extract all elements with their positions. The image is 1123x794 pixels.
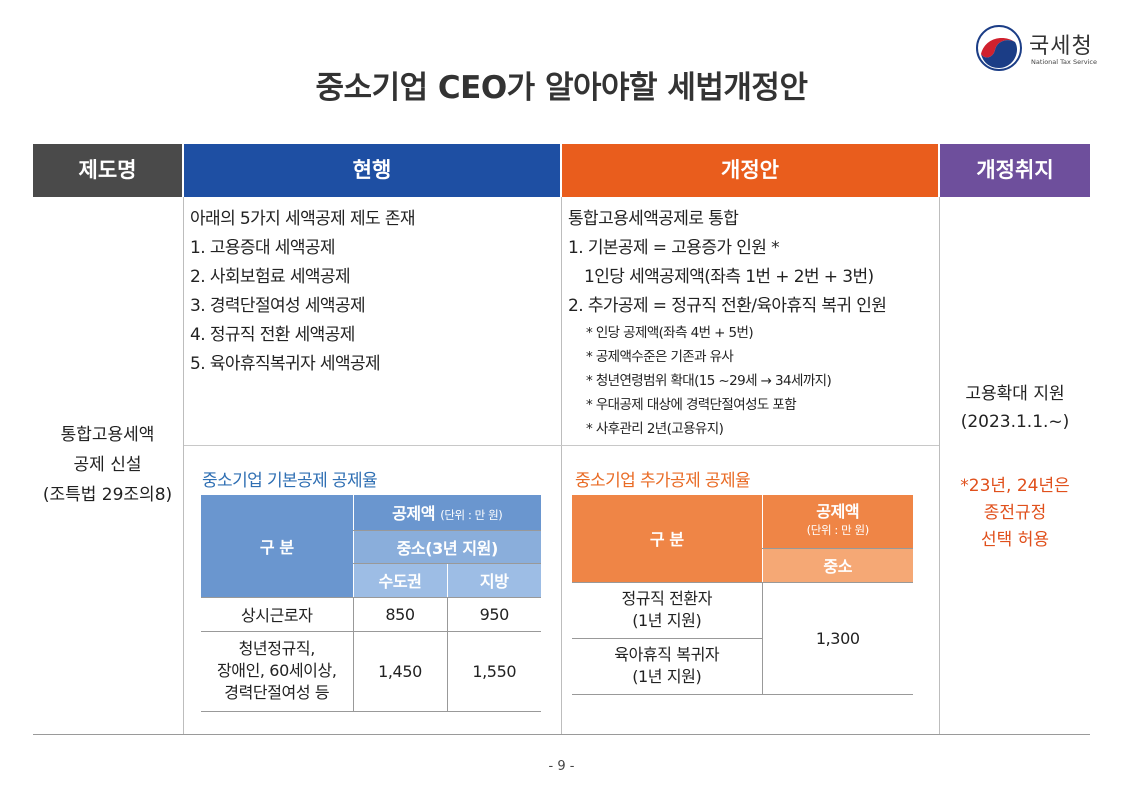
header-purpose: 개정취지 bbox=[940, 144, 1090, 197]
amount-label: 공제액 bbox=[392, 504, 436, 524]
row-label-line: 육아휴직 복귀자 bbox=[614, 645, 720, 664]
system-name-line: (조특법 29조의8) bbox=[42, 485, 173, 505]
list-item: 5. 육아휴직복귀자 세액공제 bbox=[190, 354, 381, 374]
purpose-line: 고용확대 지원 bbox=[965, 384, 1065, 404]
system-name: 통합고용세액 공제 신설 (조특법 29조의8) bbox=[33, 420, 182, 510]
section-divider bbox=[184, 445, 939, 446]
table-row: 상시근로자 850 950 bbox=[201, 597, 541, 632]
list-item: 3. 경력단절여성 세액공제 bbox=[190, 296, 366, 316]
row-label-line: (1년 지원) bbox=[632, 611, 702, 630]
list-item: 1. 고용증대 세액공제 bbox=[190, 238, 336, 258]
current-items: 아래의 5가지 세액공제 제도 존재 1. 고용증대 세액공제 2. 사회보험료… bbox=[190, 205, 416, 379]
system-name-line: 통합고용세액 bbox=[60, 425, 155, 445]
row-label: 정규직 전환자 (1년 지원) bbox=[572, 582, 762, 639]
basic-deduction-table: 구 분 공제액 (단위 : 만 원) 중소(3년 지원) 수도권 지방 상시근로… bbox=[201, 495, 541, 712]
header-name: 제도명 bbox=[33, 144, 182, 197]
purpose-text: 고용확대 지원 (2023.1.1.~) bbox=[940, 380, 1090, 436]
row-label: 육아휴직 복귀자 (1년 지원) bbox=[572, 638, 762, 695]
note-item: * 사후관리 2년(고용유지) bbox=[586, 421, 724, 437]
purpose-note: *23년, 24년은 종전규정 선택 허용 bbox=[940, 473, 1090, 554]
table-row: 육아휴직 복귀자 (1년 지원) bbox=[572, 638, 913, 695]
table-header-provincial: 지방 bbox=[446, 563, 541, 598]
row-label-line: 장애인, 60세이상, bbox=[216, 661, 337, 680]
system-name-line: 공제 신설 bbox=[73, 455, 142, 475]
header-proposed: 개정안 bbox=[562, 144, 938, 197]
list-item: 2. 사회보험료 세액공제 bbox=[190, 267, 351, 287]
table-header-amount: 공제액 (단위 : 만 원) bbox=[352, 495, 541, 531]
row-label-line: 상시근로자 bbox=[240, 606, 313, 625]
table-row: 정규직 전환자 (1년 지원) 1,300 bbox=[572, 582, 913, 695]
row-label: 청년정규직, 장애인, 60세이상, 경력단절여성 등 bbox=[201, 631, 353, 712]
taegeuk-logo-icon bbox=[976, 25, 1022, 71]
purpose-line: (2023.1.1.~) bbox=[960, 412, 1070, 432]
row-label: 상시근로자 bbox=[201, 597, 353, 632]
merged-amount-value: 1,300 bbox=[761, 582, 913, 695]
list-item: 4. 정규직 전환 세액공제 bbox=[190, 325, 355, 345]
table-bottom-border bbox=[33, 734, 1090, 735]
column-divider bbox=[561, 197, 562, 735]
row-label-line: 경력단절여성 등 bbox=[224, 683, 330, 702]
proposed-items: 통합고용세액공제로 통합 1. 기본공제 = 고용증가 인원 * 1인당 세액공… bbox=[568, 205, 887, 441]
nts-logo: 국세청 National Tax Service bbox=[975, 24, 1100, 74]
column-divider bbox=[939, 197, 940, 735]
table-header-category: 구 분 bbox=[572, 495, 762, 583]
logo-name: 국세청 bbox=[1029, 34, 1093, 59]
table-header-amount: 공제액 (단위 : 만 원) bbox=[761, 495, 913, 549]
table-header-sme: 중소(3년 지원) bbox=[352, 530, 541, 564]
note-item: * 청년연령범위 확대(15 ~29세 → 34세까지) bbox=[586, 373, 832, 389]
unit-label: (단위 : 만 원) bbox=[806, 523, 870, 538]
capital-area-value: 1,450 bbox=[352, 631, 447, 712]
table-row: 청년정규직, 장애인, 60세이상, 경력단절여성 등 1,450 1,550 bbox=[201, 631, 541, 712]
list-item: 아래의 5가지 세액공제 제도 존재 bbox=[190, 209, 416, 229]
list-item: 통합고용세액공제로 통합 bbox=[568, 209, 739, 229]
amount-label: 공제액 bbox=[816, 502, 860, 522]
row-label-line: 정규직 전환자 bbox=[621, 589, 713, 608]
note-item: * 인당 공제액(좌측 4번 + 5번) bbox=[586, 325, 754, 341]
page-number: - 9 - bbox=[548, 759, 575, 774]
additional-deduction-table: 구 분 공제액 (단위 : 만 원) 중소 정규직 전환자 (1년 지원) 1,… bbox=[572, 495, 913, 695]
header-current: 현행 bbox=[184, 144, 560, 197]
purpose-note-line: *23년, 24년은 bbox=[960, 476, 1070, 496]
row-label-line: (1년 지원) bbox=[632, 667, 702, 686]
table-header-capital-area: 수도권 bbox=[352, 563, 447, 598]
basic-deduction-title: 중소기업 기본공제 공제율 bbox=[202, 471, 378, 491]
table-header-sme: 중소 bbox=[761, 548, 913, 583]
purpose-note-line: 종전규정 bbox=[983, 503, 1047, 523]
list-item: 1. 기본공제 = 고용증가 인원 * bbox=[568, 238, 780, 258]
additional-deduction-title: 중소기업 추가공제 공제율 bbox=[575, 471, 751, 491]
capital-area-value: 850 bbox=[352, 597, 447, 632]
note-item: * 공제액수준은 기존과 유사 bbox=[586, 349, 734, 365]
row-label-line: 청년정규직, bbox=[238, 639, 316, 658]
list-item: 1인당 세액공제액(좌측 1번 + 2번 + 3번) bbox=[584, 267, 874, 287]
note-item: * 우대공제 대상에 경력단절여성도 포함 bbox=[586, 397, 797, 413]
provincial-value: 1,550 bbox=[446, 631, 541, 712]
logo-english: National Tax Service bbox=[1031, 58, 1097, 66]
list-item: 2. 추가공제 = 정규직 전환/육아휴직 복귀 인원 bbox=[568, 296, 887, 316]
table-header-category: 구 분 bbox=[201, 495, 353, 598]
unit-label: (단위 : 만 원) bbox=[440, 508, 503, 523]
purpose-note-line: 선택 허용 bbox=[981, 530, 1049, 550]
column-divider bbox=[183, 197, 184, 735]
provincial-value: 950 bbox=[446, 597, 541, 632]
page-title: 중소기업 CEO가 알아야할 세법개정안 bbox=[315, 70, 808, 106]
